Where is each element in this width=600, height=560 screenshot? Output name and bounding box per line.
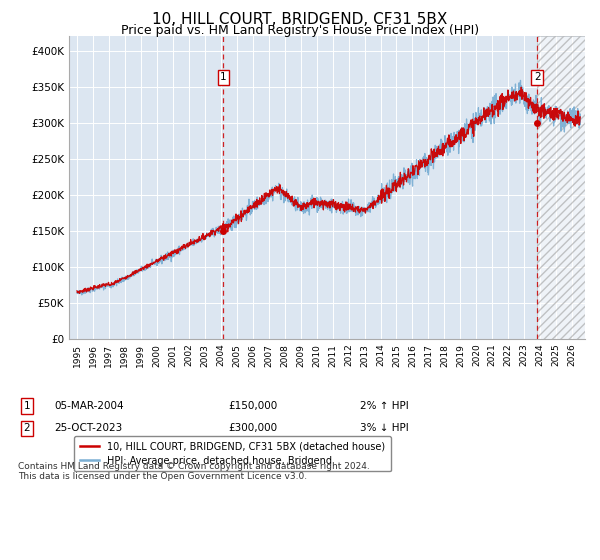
Text: £300,000: £300,000 [228,423,277,433]
Text: £150,000: £150,000 [228,401,277,411]
Legend: 10, HILL COURT, BRIDGEND, CF31 5BX (detached house), HPI: Average price, detache: 10, HILL COURT, BRIDGEND, CF31 5BX (deta… [74,436,391,472]
Text: 3% ↓ HPI: 3% ↓ HPI [360,423,409,433]
Text: 25-OCT-2023: 25-OCT-2023 [54,423,122,433]
Text: Contains HM Land Registry data © Crown copyright and database right 2024.
This d: Contains HM Land Registry data © Crown c… [18,462,370,482]
Text: 10, HILL COURT, BRIDGEND, CF31 5BX: 10, HILL COURT, BRIDGEND, CF31 5BX [152,12,448,27]
Bar [537,36,585,339]
Text: 2% ↑ HPI: 2% ↑ HPI [360,401,409,411]
Text: 05-MAR-2004: 05-MAR-2004 [54,401,124,411]
Text: 1: 1 [23,401,31,411]
Text: Price paid vs. HM Land Registry's House Price Index (HPI): Price paid vs. HM Land Registry's House … [121,24,479,37]
Text: 2: 2 [534,72,541,82]
Text: 2: 2 [23,423,31,433]
Text: 1: 1 [220,72,227,82]
